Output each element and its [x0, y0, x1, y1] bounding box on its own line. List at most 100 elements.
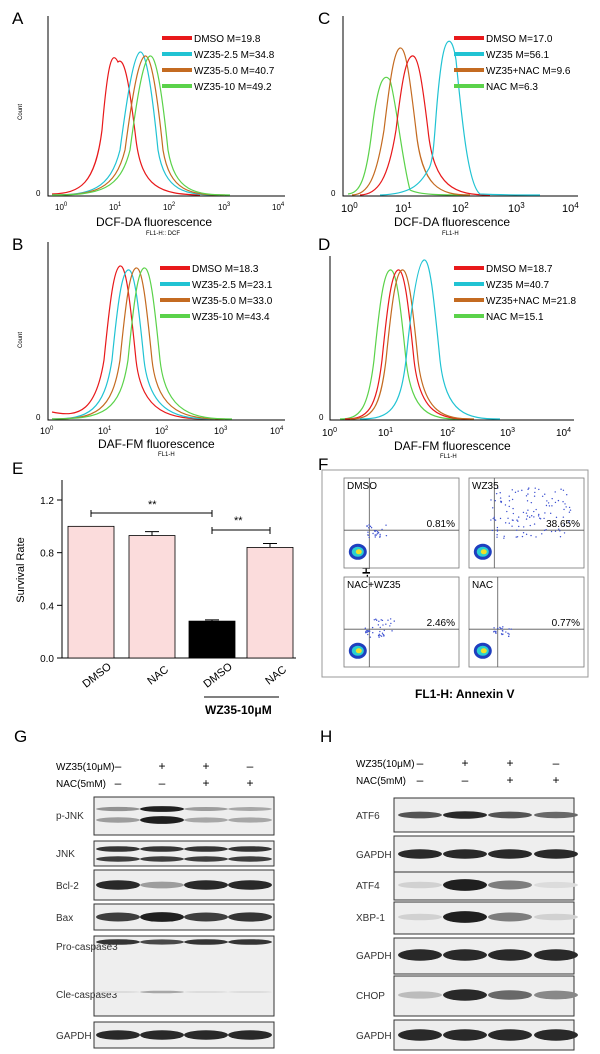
cell-dot — [565, 506, 567, 508]
svg-text:101: 101 — [395, 201, 412, 215]
blot-band-h — [488, 849, 532, 859]
blot-band-g — [228, 990, 272, 994]
cell-dot — [493, 516, 495, 519]
quadrant-percent-f-0: 0.81% — [427, 519, 455, 530]
treatment-sign-g-1-3: + — [246, 776, 253, 790]
cell-dot — [375, 529, 377, 532]
blot-band-g — [184, 1030, 228, 1040]
x-label-f: FL1-H: Annexin V — [415, 687, 515, 701]
cell-dot — [568, 506, 571, 509]
x-sublabel-c: FL1-H — [442, 231, 459, 237]
blot-band-h — [398, 849, 442, 859]
cell-dot — [550, 530, 553, 533]
cell-dot — [379, 634, 381, 637]
blot-band-g — [228, 856, 272, 862]
treatment-sign-g-1-0: – — [115, 776, 122, 790]
cell-dot — [499, 517, 502, 520]
cell-dot — [569, 509, 572, 511]
cell-dot — [383, 629, 385, 632]
blot-band-g — [184, 990, 228, 994]
cell-dot — [371, 626, 374, 629]
blot-band-h — [534, 1029, 578, 1041]
curve-d-wz — [359, 259, 501, 420]
western-blot-h: WZ35(10μM) – + + –NAC(5mM) – – + +ATF6GAPDHATF4X… — [356, 756, 578, 1051]
cell-dot — [393, 620, 395, 622]
cell-dot — [531, 515, 533, 517]
blot-band-h — [534, 949, 578, 961]
svg-text:101: 101 — [378, 427, 393, 439]
cell-dot — [534, 487, 536, 489]
zero-label-d: 0 — [319, 413, 324, 422]
blot-label-g-3: Bax — [56, 913, 73, 924]
x-sublabel-a: FL1-H:: DCF — [146, 231, 180, 237]
cell-dot — [522, 531, 525, 534]
svg-text:100: 100 — [322, 427, 337, 439]
cell-dot — [385, 524, 387, 526]
cell-dot — [554, 491, 556, 493]
cell-dot — [491, 529, 494, 532]
cell-dot — [508, 522, 510, 524]
flow-frame-f — [321, 469, 589, 678]
cell-dot — [535, 536, 537, 538]
bar-chart-e: Survival Rate 0.0 0.4 0.8 1.2 DMSO NAC DMSO NA… — [15, 480, 296, 717]
blot-band-g — [228, 880, 272, 890]
cell-dot — [518, 525, 520, 528]
cell-dot — [534, 491, 536, 494]
treatment-sign-g-0-3: – — [247, 759, 254, 773]
cell-cluster-core-1 — [480, 549, 487, 555]
treatment-sign-h-0-1: + — [461, 756, 468, 770]
cell-dot — [522, 526, 525, 528]
blot-band-h — [443, 949, 487, 961]
cell-dot — [527, 493, 529, 495]
cell-dot — [389, 625, 391, 627]
blot-label-g-2: Bcl-2 — [56, 881, 79, 892]
svg-text:102: 102 — [163, 202, 176, 212]
cell-dot — [545, 504, 548, 507]
cell-dot — [557, 499, 560, 502]
cell-dot — [390, 622, 392, 625]
cell-dot — [368, 524, 370, 526]
legend-label-c-1: WZ35 M=56.1 — [486, 50, 550, 61]
cell-dot — [504, 504, 507, 506]
cell-dot — [373, 530, 376, 532]
cell-dot — [516, 519, 518, 521]
curve-d-dmso — [344, 269, 471, 420]
cell-dot — [504, 522, 507, 524]
cell-dot — [389, 618, 392, 620]
cell-dot — [375, 618, 377, 620]
legend-label-a-0: DMSO M=19.8 — [194, 34, 261, 45]
svg-text:100: 100 — [40, 426, 54, 436]
treatment-sign-g-0-1: + — [158, 759, 165, 773]
blot-box-g-0 — [93, 796, 275, 836]
panel-letter-g: G — [14, 727, 27, 746]
cell-dot — [379, 630, 381, 633]
cell-dot — [378, 620, 380, 623]
cell-dot — [379, 626, 381, 629]
svg-text:104: 104 — [272, 202, 285, 212]
legend-label-d-2: WZ35+NAC M=21.8 — [486, 296, 576, 307]
cell-cluster-core-2 — [355, 648, 362, 654]
y-label-b: Count — [18, 332, 24, 348]
cell-dot — [517, 516, 520, 518]
quadrant-percent-f-3: 0.77% — [552, 618, 580, 629]
cell-dot — [535, 508, 537, 511]
significance-star-2: ** — [234, 515, 243, 527]
blot-band-g — [228, 912, 272, 922]
treatment-sign-h-1-2: + — [506, 773, 513, 787]
blot-band-h — [534, 990, 578, 1000]
cell-dot — [533, 516, 535, 518]
curve-a-wz25 — [51, 51, 221, 196]
cell-dot — [366, 631, 368, 634]
blot-label-h-3: XBP-1 — [356, 913, 385, 924]
cell-dot — [492, 507, 494, 509]
x-ticks-c: 100 101 102 103 104 — [341, 201, 579, 215]
svg-text:104: 104 — [556, 427, 571, 439]
legend-label-b-2: WZ35-5.0 M=33.0 — [192, 296, 273, 307]
blot-band-g — [140, 912, 184, 922]
cell-dot — [381, 632, 384, 634]
svg-text:104: 104 — [562, 201, 579, 215]
cell-dot — [564, 503, 566, 505]
curve-b-wz25 — [51, 269, 216, 420]
cell-dot — [367, 630, 369, 632]
